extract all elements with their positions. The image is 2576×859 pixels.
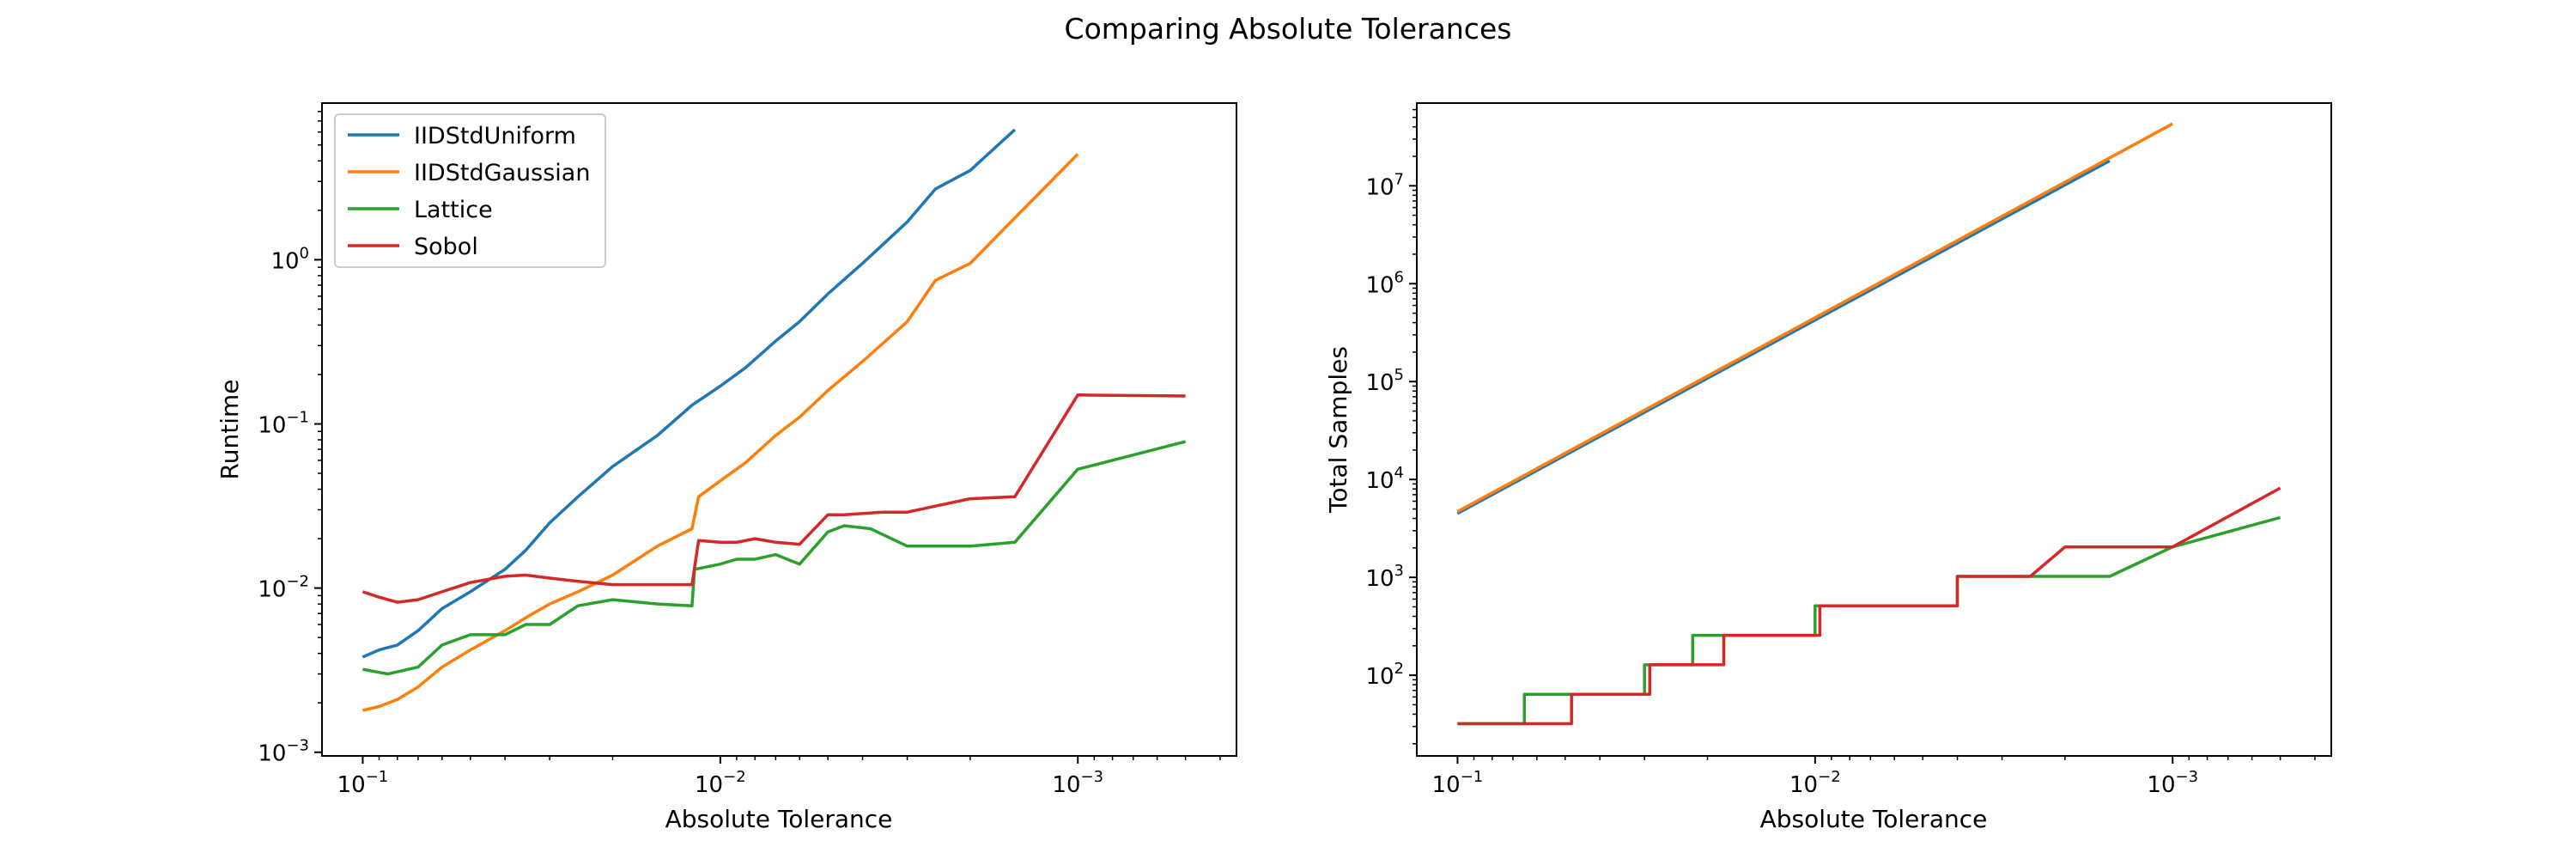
legend-box: [334, 113, 606, 268]
runtime-y-tick-label: 100: [270, 244, 309, 274]
samples-y-tick-label: 102: [1365, 660, 1404, 690]
samples-x-axis-label: Absolute Tolerance: [1760, 805, 1988, 833]
runtime-x-tick-label: 10−1: [337, 768, 389, 798]
legend-label-lattice: Lattice: [414, 197, 493, 223]
legend-label-iidstduniform: IIDStdUniform: [414, 123, 576, 149]
runtime-series-iidstdgaussian: [361, 153, 1079, 712]
runtime-series-lattice: [362, 440, 1187, 676]
samples-x-tick-label: 10−2: [1789, 768, 1841, 798]
samples-x-tick-label: 10−3: [2147, 768, 2198, 798]
runtime-y-tick-label: 10−1: [258, 408, 309, 438]
samples-y-tick-label: 106: [1365, 268, 1404, 298]
runtime-plot-frame: [321, 102, 1237, 757]
runtime-series-sobol: [361, 393, 1186, 604]
samples-axis-ticks: 10−1 10−2 10−3 102 103 104 105 106 107: [1365, 108, 2316, 798]
samples-series-iidstduniform: [1456, 159, 2111, 515]
samples-series-iidstdgaussian: [1456, 122, 2174, 514]
legend: IIDStdUniform IIDStdGaussian Lattice Sob…: [334, 113, 606, 268]
samples-series-sobol: [1457, 486, 2281, 726]
runtime-axis-ticks: 10−1 10−2 10−3 10−3 10−2 10−1 100: [258, 111, 1221, 798]
runtime-y-axis-label: Runtime: [216, 380, 244, 480]
runtime-x-tick-label: 10−2: [695, 768, 746, 798]
samples-plot: Absolute Tolerance Total Samples 10−1 10−…: [1324, 102, 2332, 833]
runtime-y-tick-label: 10−2: [258, 573, 309, 603]
legend-label-iidstdgaussian: IIDStdGaussian: [414, 160, 590, 186]
samples-y-tick-label: 105: [1365, 366, 1404, 396]
samples-y-tick-label: 104: [1365, 464, 1404, 494]
samples-plot-frame: [1416, 102, 2332, 757]
runtime-y-tick-label: 10−3: [258, 737, 309, 767]
runtime-plot: Absolute Tolerance Runtime 10−1 10−2 10−31…: [216, 102, 1237, 833]
runtime-series: [361, 128, 1187, 712]
samples-y-axis-label: Total Samples: [1324, 346, 1352, 514]
samples-x-tick-label: 10−1: [1432, 768, 1484, 798]
samples-y-tick-label: 107: [1365, 170, 1404, 200]
samples-series: [1456, 122, 2281, 726]
runtime-x-tick-label: 10−3: [1052, 768, 1103, 798]
samples-y-tick-label: 103: [1365, 562, 1404, 592]
runtime-x-axis-label: Absolute Tolerance: [665, 805, 893, 833]
legend-label-sobol: Sobol: [414, 234, 478, 260]
figure-title: Comparing Absolute Tolerances: [1065, 12, 1512, 46]
runtime-series-iidstduniform: [361, 128, 1017, 659]
